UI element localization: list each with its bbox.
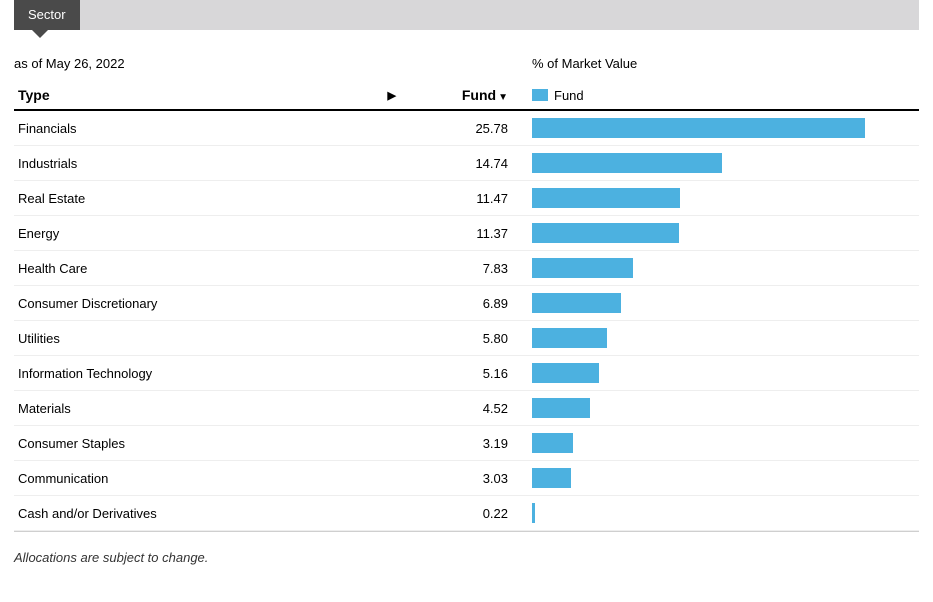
column-header-type[interactable]: Type ▶: [14, 81, 414, 109]
row-value: 11.37: [414, 226, 514, 241]
as-of-text: as of May 26, 2022: [14, 56, 514, 71]
table-row: Consumer Staples3.19: [14, 426, 919, 461]
tab-sector[interactable]: Sector: [14, 0, 80, 30]
table-row: Communication3.03: [14, 461, 919, 496]
data-rows: Financials25.78Industrials14.74Real Esta…: [14, 111, 919, 531]
row-label: Consumer Staples: [14, 436, 414, 451]
row-bar: [532, 433, 573, 453]
row-bar-cell: [514, 111, 919, 145]
table-row: Industrials14.74: [14, 146, 919, 181]
table-row: Utilities5.80: [14, 321, 919, 356]
row-bar: [532, 293, 621, 313]
row-value: 7.83: [414, 261, 514, 276]
row-bar: [532, 503, 535, 523]
row-bar: [532, 468, 571, 488]
meta-row: as of May 26, 2022 % of Market Value: [14, 56, 919, 71]
row-value: 3.19: [414, 436, 514, 451]
row-bar: [532, 328, 607, 348]
table-row: Real Estate11.47: [14, 181, 919, 216]
table-row: Financials25.78: [14, 111, 919, 146]
row-bar-cell: [514, 146, 919, 180]
row-label: Materials: [14, 401, 414, 416]
row-bar: [532, 258, 633, 278]
row-bar: [532, 223, 679, 243]
row-bar-cell: [514, 286, 919, 320]
table-row: Health Care7.83: [14, 251, 919, 286]
row-bar-cell: [514, 461, 919, 495]
table-row: Energy11.37: [14, 216, 919, 251]
column-header-type-label: Type: [18, 87, 50, 103]
row-label: Health Care: [14, 261, 414, 276]
row-bar-cell: [514, 181, 919, 215]
legend: Fund: [514, 82, 919, 109]
row-value: 25.78: [414, 121, 514, 136]
row-bar: [532, 363, 599, 383]
row-label: Energy: [14, 226, 414, 241]
row-value: 4.52: [414, 401, 514, 416]
row-value: 6.89: [414, 296, 514, 311]
row-bar: [532, 118, 865, 138]
legend-label: Fund: [554, 88, 584, 103]
row-label: Utilities: [14, 331, 414, 346]
row-label: Consumer Discretionary: [14, 296, 414, 311]
row-bar-cell: [514, 251, 919, 285]
row-label: Communication: [14, 471, 414, 486]
row-bar: [532, 398, 590, 418]
table-row: Information Technology5.16: [14, 356, 919, 391]
row-bar-cell: [514, 496, 919, 530]
sort-desc-icon: ▼: [498, 92, 508, 103]
row-value: 5.80: [414, 331, 514, 346]
row-value: 14.74: [414, 156, 514, 171]
row-label: Financials: [14, 121, 414, 136]
row-label: Industrials: [14, 156, 414, 171]
row-value: 11.47: [414, 191, 514, 206]
column-header-fund-label: Fund: [462, 87, 496, 103]
row-bar-cell: [514, 321, 919, 355]
tab-label: Sector: [28, 7, 66, 22]
legend-swatch: [532, 89, 548, 101]
table-header: Type ▶ Fund▼ Fund: [14, 81, 919, 111]
row-value: 0.22: [414, 506, 514, 521]
chart-title: % of Market Value: [514, 56, 919, 71]
row-label: Information Technology: [14, 366, 414, 381]
expand-icon: ▶: [388, 89, 396, 102]
row-label: Real Estate: [14, 191, 414, 206]
row-bar-cell: [514, 356, 919, 390]
row-bar: [532, 188, 680, 208]
row-bar-cell: [514, 391, 919, 425]
table-row: Materials4.52: [14, 391, 919, 426]
tab-bar: Sector: [14, 0, 919, 30]
table-row: Cash and/or Derivatives0.22: [14, 496, 919, 531]
footnote: Allocations are subject to change.: [14, 550, 919, 565]
row-value: 3.03: [414, 471, 514, 486]
row-label: Cash and/or Derivatives: [14, 506, 414, 521]
table-row: Consumer Discretionary6.89: [14, 286, 919, 321]
row-bar-cell: [514, 216, 919, 250]
row-bar-cell: [514, 426, 919, 460]
column-header-fund[interactable]: Fund▼: [414, 81, 514, 109]
row-bar: [532, 153, 722, 173]
row-value: 5.16: [414, 366, 514, 381]
